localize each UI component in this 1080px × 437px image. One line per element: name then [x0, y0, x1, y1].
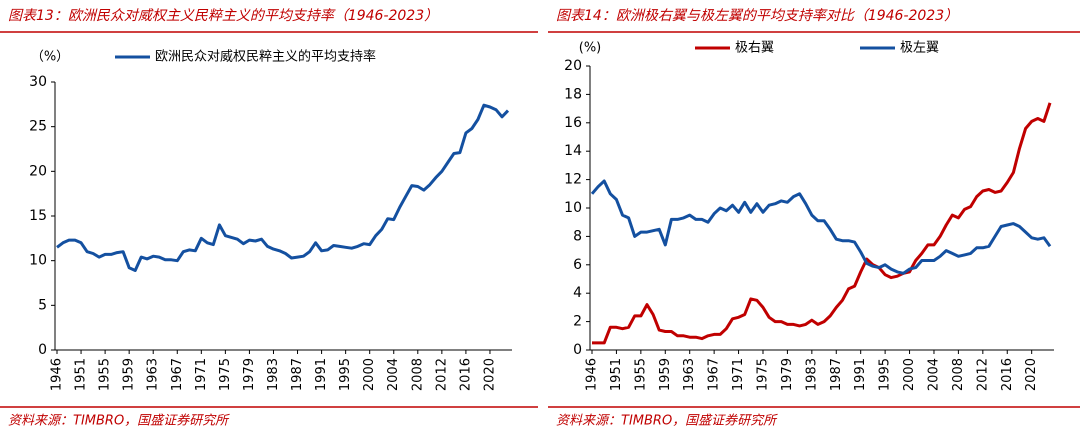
x-tick-label: 2000: [902, 358, 917, 391]
x-tick-label: 1951: [609, 358, 624, 391]
x-tick-label: 2008: [951, 358, 966, 391]
x-tick-label: 1959: [658, 358, 673, 391]
y-tick-label: 30: [29, 74, 47, 90]
y-tick-label: 20: [564, 58, 582, 74]
y-tick-label: 6: [573, 257, 582, 273]
y-tick-label: 4: [573, 285, 582, 301]
x-tick-label: 1983: [804, 358, 819, 391]
x-tick-label: 1967: [707, 358, 722, 391]
y-tick-label: 0: [573, 342, 582, 358]
x-tick-label: 2012: [975, 358, 990, 391]
x-tick-label: 1971: [731, 358, 746, 391]
x-tick-label: 2020: [1024, 358, 1039, 391]
y-tick-label: 0: [38, 342, 47, 358]
x-tick-label: 1991: [314, 358, 329, 391]
x-tick-label: 1995: [878, 358, 893, 391]
y-tick-label: 10: [29, 253, 47, 269]
x-tick-label: 1987: [290, 358, 305, 391]
x-tick-label: 1959: [122, 358, 137, 391]
x-tick-label: 2016: [1000, 358, 1015, 391]
chart-title: 图表14：欧洲极右翼与极左翼的平均支持率对比（1946-2023）: [556, 8, 958, 24]
x-tick-label: 1979: [780, 358, 795, 391]
y-tick-label: 15: [29, 208, 47, 224]
x-tick-label: 1963: [146, 358, 161, 391]
y-tick-label: 16: [564, 115, 582, 131]
source: 资料来源：TIMBRO，国盛证券研究所: [8, 413, 230, 429]
x-tick-label: 1995: [338, 358, 353, 391]
legend-label: 欧洲民众对威权民粹主义的平均支持率: [155, 49, 376, 65]
x-tick-label: 1987: [829, 358, 844, 391]
legend-label: 极右翼: [735, 41, 774, 56]
x-tick-label: 1971: [194, 358, 209, 391]
y-tick-label: 2: [573, 314, 582, 330]
x-tick-label: 1951: [74, 358, 89, 391]
y-tick-label: 14: [564, 143, 582, 159]
line-series: [592, 102, 1052, 345]
x-tick-label: 1991: [853, 358, 868, 391]
x-tick-label: 2004: [926, 358, 941, 391]
y-tick-label: 25: [29, 119, 47, 135]
x-tick-label: 2020: [482, 358, 497, 391]
x-tick-label: 1955: [98, 358, 113, 391]
y-unit: （%）: [31, 50, 69, 65]
y-unit: (%): [579, 41, 602, 56]
y-tick-label: 8: [573, 228, 582, 244]
y-tick-label: 18: [564, 86, 582, 102]
x-tick-label: 1979: [242, 358, 257, 391]
chart-title: 图表13：欧洲民众对威权主义民粹主义的平均支持率（1946-2023）: [8, 8, 438, 24]
x-tick-label: 1983: [266, 358, 281, 391]
line-series: [590, 179, 1052, 275]
x-tick-label: 2000: [362, 358, 377, 391]
y-tick-label: 12: [564, 172, 582, 188]
x-tick-label: 1955: [633, 358, 648, 391]
x-tick-label: 2004: [386, 358, 401, 391]
x-tick-label: 1946: [585, 358, 600, 391]
y-tick-label: 20: [29, 163, 47, 179]
x-tick-label: 1946: [50, 358, 65, 391]
x-tick-label: 1975: [755, 358, 770, 391]
y-tick-label: 5: [38, 297, 47, 313]
x-tick-label: 1975: [218, 358, 233, 391]
x-tick-label: 1963: [682, 358, 697, 391]
x-tick-label: 2012: [434, 358, 449, 391]
line-series: [56, 103, 510, 272]
x-tick-label: 1967: [170, 358, 185, 391]
x-tick-label: 2008: [410, 358, 425, 391]
x-tick-label: 2016: [458, 358, 473, 391]
legend-label: 极左翼: [900, 41, 939, 56]
y-tick-label: 10: [564, 200, 582, 216]
source: 资料来源：TIMBRO，国盛证券研究所: [556, 413, 778, 429]
